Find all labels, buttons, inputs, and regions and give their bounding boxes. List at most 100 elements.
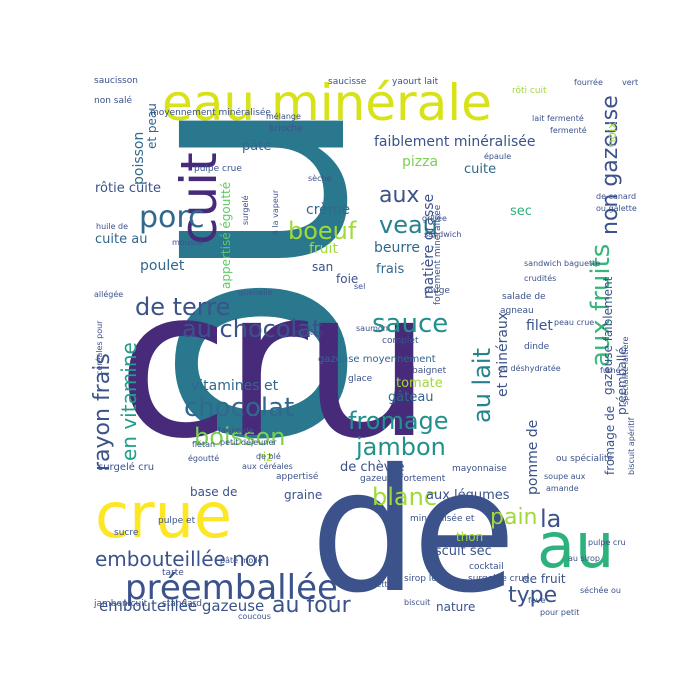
word-sucre: sucre: [114, 528, 139, 538]
word-ou-deshydratee: ou déshydratée: [498, 364, 561, 373]
word-rouge: rouge: [424, 286, 450, 296]
word-foie: foie: [336, 272, 359, 286]
word-poisson: poisson: [131, 131, 147, 185]
word-pour-petit: pour petit: [540, 608, 580, 617]
word-non-gazeuse: non gazeuse: [598, 95, 623, 235]
word-sec: sec: [510, 204, 532, 219]
word-mousse: mousse: [172, 238, 204, 247]
word-sandwich-baguette: sandwich baguette: [524, 259, 601, 268]
word-thon: thon: [456, 530, 484, 544]
word-melange: mélange: [266, 112, 301, 121]
word-egoutte: égoutté: [188, 454, 220, 463]
word-pizza: pizza: [402, 154, 439, 170]
word-pomme-de: pomme de: [525, 419, 541, 495]
word-mayonnaise: mayonnaise: [452, 464, 507, 474]
word-gazeuse-fortement: gazeuse fortement: [360, 474, 446, 484]
word-tarte: tarte: [162, 568, 184, 578]
word-fruit: fruit: [309, 241, 338, 257]
word-complet: complet: [382, 336, 419, 346]
word-appertise: appertisé: [276, 472, 319, 482]
word-crue: crue: [95, 479, 233, 552]
word-brioche: brioche: [269, 124, 303, 134]
word-au-lait: au lait: [468, 348, 496, 423]
word-surgele-cru: surgelé cru: [98, 462, 155, 473]
word-pulpe-et: pulpe et: [158, 516, 196, 526]
word-allegee: allégée: [94, 290, 124, 299]
word-fume: fumé: [600, 366, 621, 375]
word-au-four: au four: [272, 593, 351, 618]
word-sel: sel: [354, 282, 366, 291]
word-embouteillee-non: embouteillée non: [95, 547, 270, 571]
word-soupe-aux: soupe aux: [544, 472, 586, 481]
word-sechee-ou: séchée ou: [580, 586, 621, 595]
word-mouton: mouton: [292, 328, 323, 337]
word-noisette: noisette: [360, 580, 393, 589]
word-fromage: fromage: [348, 407, 449, 435]
word-poulet: poulet: [140, 258, 185, 274]
word-beurre: beurre: [374, 240, 420, 256]
word-au-sirop: au sirop: [568, 554, 600, 563]
word-peau-crue: peau crue: [554, 318, 595, 327]
word-rotie-cuite: rôtie cuite: [95, 181, 161, 196]
word-gazeuse-moyennement: gazeuse moyennement: [318, 354, 436, 365]
word-biscuit-sec: biscuit sec: [423, 544, 492, 559]
word-riz: riz: [258, 450, 273, 464]
word-huile-de: huile de: [96, 222, 129, 231]
word-lait-fermente: lait fermenté: [532, 114, 584, 123]
word-grillee: grillée: [422, 214, 447, 223]
word-en-vitamine: en vitamine: [117, 342, 141, 461]
word-tomate: tomate: [396, 376, 443, 391]
word-aux-legumes: aux légumes: [426, 488, 510, 503]
word-pulpe-crue: pulpe crue: [194, 164, 242, 174]
word-farine-de: farine de: [218, 426, 254, 435]
word-non-sale: non salé: [94, 96, 133, 106]
word-pulpe-cru: pulpe cru: [588, 538, 626, 547]
word-a-la-vapeur: à la vapeur: [271, 189, 280, 235]
word-fromage-de: fromage de: [603, 405, 617, 475]
word-feve: fève: [528, 596, 546, 605]
word-vert: vert: [622, 78, 639, 87]
word-aux: aux: [379, 183, 420, 208]
word-roti-cuit: rôti cuit: [512, 86, 547, 96]
word-de-chevre: de chèvre: [340, 460, 405, 475]
word-de-terre: de terre: [135, 293, 231, 321]
word-dinde: dinde: [524, 342, 550, 352]
word-veau: veau: [379, 211, 438, 239]
word-pain: pain: [490, 505, 538, 530]
word-amande: amande: [546, 484, 579, 493]
word-frais: frais: [376, 262, 405, 277]
word-noix: noix: [605, 121, 619, 147]
word-fletan: flétan: [192, 440, 216, 449]
word-gazeuse-faiblement: gazeuse faiblement: [601, 276, 615, 395]
word-eau-minerale: eau minérale: [162, 75, 492, 132]
word-crudites: crudités: [524, 274, 557, 283]
word-boeuf: boeuf: [288, 217, 357, 245]
word-de: de: [310, 433, 516, 625]
word-blanc: blanc: [372, 483, 438, 511]
word-sandwich: sandwich: [424, 230, 462, 239]
word-specialite-laitiere: spécialité laitière: [621, 336, 630, 405]
word-de-canard: de canard: [596, 192, 637, 201]
word-petit-dejeuner: petit déjeuner: [220, 438, 277, 447]
word-saucisse: saucisse: [328, 77, 367, 87]
word-standard: standard: [162, 599, 202, 609]
word-de-ble: de blé: [256, 452, 281, 461]
word-saumon: saumon: [356, 324, 388, 333]
word-filet: filet: [526, 318, 553, 334]
word-gateau: gâteau: [388, 390, 434, 405]
word-surgele: surgelé: [241, 195, 250, 225]
word-ou-specialite: ou spécialité: [556, 454, 614, 464]
word-nature: nature: [436, 600, 476, 614]
word-seche: sèche: [308, 174, 332, 183]
word-appertise-egoutte: appertisé égoutté: [219, 181, 233, 289]
word-fourree: fourrée: [574, 78, 603, 87]
word-coucous: coucous: [238, 612, 271, 621]
word-epaule: épaule: [484, 152, 512, 161]
word-cloud: ou cru de eau minérale crue au cuit prée…: [92, 75, 642, 625]
word-baignet: baignet: [412, 366, 447, 376]
word-graine: graine: [284, 488, 323, 502]
word-san: san: [312, 260, 334, 274]
word-yaourt-lait: yaourt lait: [392, 77, 439, 87]
word-aux-cereales: aux céréales: [242, 462, 293, 471]
word-fermente: fermenté: [550, 126, 587, 135]
